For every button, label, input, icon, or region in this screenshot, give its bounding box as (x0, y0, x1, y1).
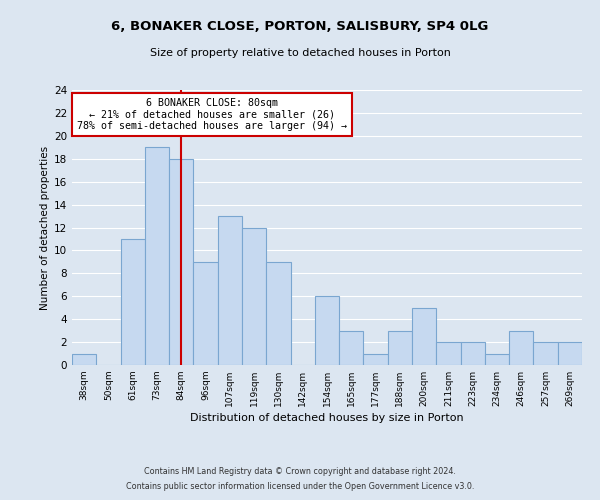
Text: 6, BONAKER CLOSE, PORTON, SALISBURY, SP4 0LG: 6, BONAKER CLOSE, PORTON, SALISBURY, SP4… (112, 20, 488, 33)
Bar (485, 354, 509, 365)
Bar (509, 330, 533, 365)
Bar (315, 296, 339, 365)
Bar (558, 342, 582, 365)
Bar (218, 216, 242, 365)
Bar (364, 354, 388, 365)
Bar (242, 228, 266, 365)
Bar (339, 330, 364, 365)
Bar (266, 262, 290, 365)
Text: Contains public sector information licensed under the Open Government Licence v3: Contains public sector information licen… (126, 482, 474, 491)
Bar (145, 148, 169, 365)
Bar (169, 159, 193, 365)
Text: Contains HM Land Registry data © Crown copyright and database right 2024.: Contains HM Land Registry data © Crown c… (144, 467, 456, 476)
Bar (193, 262, 218, 365)
Y-axis label: Number of detached properties: Number of detached properties (40, 146, 50, 310)
Bar (533, 342, 558, 365)
Text: Size of property relative to detached houses in Porton: Size of property relative to detached ho… (149, 48, 451, 58)
Bar (461, 342, 485, 365)
Bar (436, 342, 461, 365)
Bar (388, 330, 412, 365)
Text: 6 BONAKER CLOSE: 80sqm
← 21% of detached houses are smaller (26)
78% of semi-det: 6 BONAKER CLOSE: 80sqm ← 21% of detached… (77, 98, 347, 132)
Bar (412, 308, 436, 365)
Bar (72, 354, 96, 365)
X-axis label: Distribution of detached houses by size in Porton: Distribution of detached houses by size … (190, 413, 464, 423)
Bar (121, 239, 145, 365)
